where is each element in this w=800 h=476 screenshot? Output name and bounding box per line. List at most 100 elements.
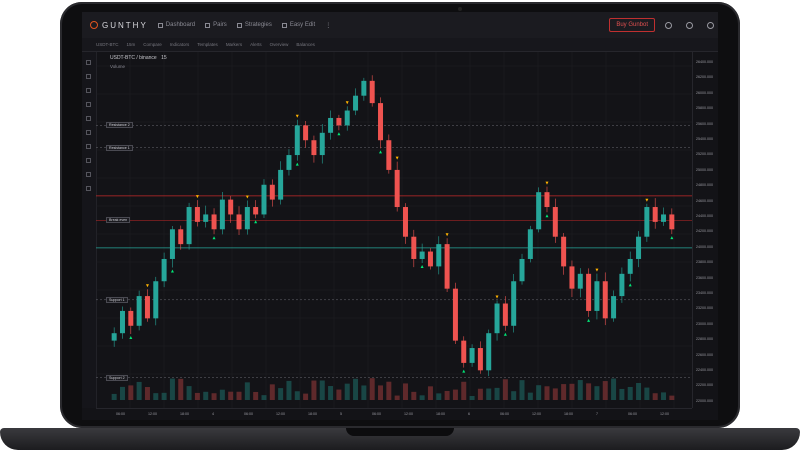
time-tick-label: 18:00	[180, 412, 189, 416]
candle-body	[253, 207, 259, 215]
volume-bar	[244, 382, 250, 400]
nav-dashboard[interactable]: Dashboard	[157, 22, 195, 28]
candle-body	[111, 333, 117, 341]
candle-body	[178, 229, 184, 245]
candle-body	[611, 296, 617, 319]
price-tick-label: 24800.000	[696, 183, 713, 188]
measure-tool-icon[interactable]	[86, 130, 91, 135]
candle-body	[344, 110, 350, 126]
buy-marker	[254, 220, 258, 224]
volume-bar	[419, 395, 425, 400]
lock-tool-icon[interactable]	[86, 172, 91, 177]
time-tick-label: 06:00	[500, 412, 509, 416]
time-tick-label: 12:00	[276, 412, 285, 416]
markers-button[interactable]: Markers	[225, 42, 243, 47]
candle-body	[552, 207, 558, 237]
price-chart[interactable]	[96, 52, 692, 408]
candle-body	[244, 207, 250, 230]
compare-button[interactable]: Compare	[143, 42, 162, 47]
candle-body	[636, 236, 642, 259]
volume-bar	[119, 386, 125, 400]
buy-marker	[503, 332, 507, 336]
volume-bar	[644, 387, 650, 400]
volume-bar	[611, 378, 617, 400]
overview-button[interactable]: Overview	[269, 42, 289, 47]
balances-button[interactable]: Balances	[296, 42, 315, 47]
candle-body	[136, 296, 142, 326]
trendline-tool-icon[interactable]	[86, 74, 91, 79]
volume-bar	[194, 392, 200, 400]
candle-body	[228, 199, 234, 215]
brand-logo[interactable]: GUNTHY	[90, 21, 148, 30]
dashboard-icon	[157, 22, 163, 28]
candle-body	[661, 214, 667, 222]
candle-body	[544, 192, 550, 208]
edit-icon	[281, 22, 287, 28]
price-tick-label: 22400.000	[696, 368, 713, 372]
candle-body	[494, 303, 500, 334]
nav-easy-edit[interactable]: Easy Edit	[281, 22, 315, 28]
volume-bar	[378, 385, 384, 400]
volume-bar	[328, 386, 334, 400]
pairs-icon	[205, 22, 211, 28]
magnet-tool-icon[interactable]	[86, 158, 91, 163]
zoom-tool-icon[interactable]	[86, 144, 91, 149]
volume-bar	[261, 395, 267, 400]
app-screen: GUNTHY Dashboard Pairs Strategies Easy E…	[82, 12, 718, 420]
alerts-button[interactable]: Alerts	[250, 42, 262, 47]
buy-gunbot-button[interactable]: Buy Gunbot	[609, 18, 655, 32]
price-axis[interactable]: 26400.000 26200.000 26000.000 25800.000 2560…	[692, 52, 718, 408]
templates-button[interactable]: Templates	[197, 42, 218, 47]
volume-legend: Volume	[110, 64, 126, 69]
candle-body	[511, 281, 517, 326]
candle-body	[561, 236, 567, 267]
user-icon[interactable]	[686, 21, 693, 29]
volume-bar	[319, 380, 325, 400]
trash-tool-icon[interactable]	[86, 186, 91, 191]
volume-bar	[386, 381, 392, 400]
time-axis[interactable]: 06:00 12:00 18:00 4 06:00 12:00 18:00 5 06:00 12:…	[96, 408, 692, 420]
sell-marker	[445, 233, 449, 237]
volume-bar	[236, 391, 242, 400]
volume-bar	[303, 393, 309, 400]
candle-body	[586, 273, 592, 311]
price-tick-label: 26000.000	[696, 90, 713, 95]
volume-bar	[211, 393, 217, 400]
time-tick-label: 06:00	[116, 412, 125, 416]
power-icon[interactable]	[707, 21, 714, 29]
pattern-tool-icon[interactable]	[86, 102, 91, 107]
volume-bar	[511, 391, 517, 400]
volume-bar	[486, 388, 492, 400]
volume-bar	[153, 393, 159, 400]
volume-bar	[203, 391, 209, 400]
volume-bar	[427, 386, 433, 400]
volume-bar	[344, 383, 350, 400]
candle-body	[436, 244, 442, 267]
crosshair-tool-icon[interactable]	[86, 60, 91, 65]
interval-selector[interactable]: 15m	[126, 42, 136, 47]
candle-body	[328, 117, 334, 133]
indicators-button[interactable]: Indicators	[169, 42, 190, 47]
nav-pairs[interactable]: Pairs	[205, 22, 227, 28]
chart-toolbar: USDT-BTC 15m Compare Indicators Template…	[82, 38, 718, 52]
volume-bar	[186, 386, 192, 400]
more-menu-icon[interactable]: ⋮	[325, 22, 332, 29]
fib-tool-icon[interactable]	[86, 88, 91, 93]
settings-icon[interactable]	[665, 21, 672, 29]
volume-bar	[544, 386, 550, 400]
price-tick-label: 25000.000	[696, 167, 713, 172]
buy-marker	[379, 150, 383, 154]
volume-bar	[461, 381, 467, 400]
volume-bar	[178, 378, 184, 400]
candle-body	[602, 281, 608, 319]
volume-bar	[586, 383, 592, 400]
sell-marker	[245, 195, 249, 199]
symbol-selector[interactable]: USDT-BTC	[96, 42, 119, 47]
volume-bar	[361, 385, 367, 400]
candle-body	[619, 273, 625, 297]
candle-body	[469, 348, 475, 363]
buy-marker	[129, 335, 133, 339]
nav-strategies[interactable]: Strategies	[236, 22, 272, 28]
volume-bar	[336, 389, 342, 400]
text-tool-icon[interactable]	[86, 116, 91, 121]
